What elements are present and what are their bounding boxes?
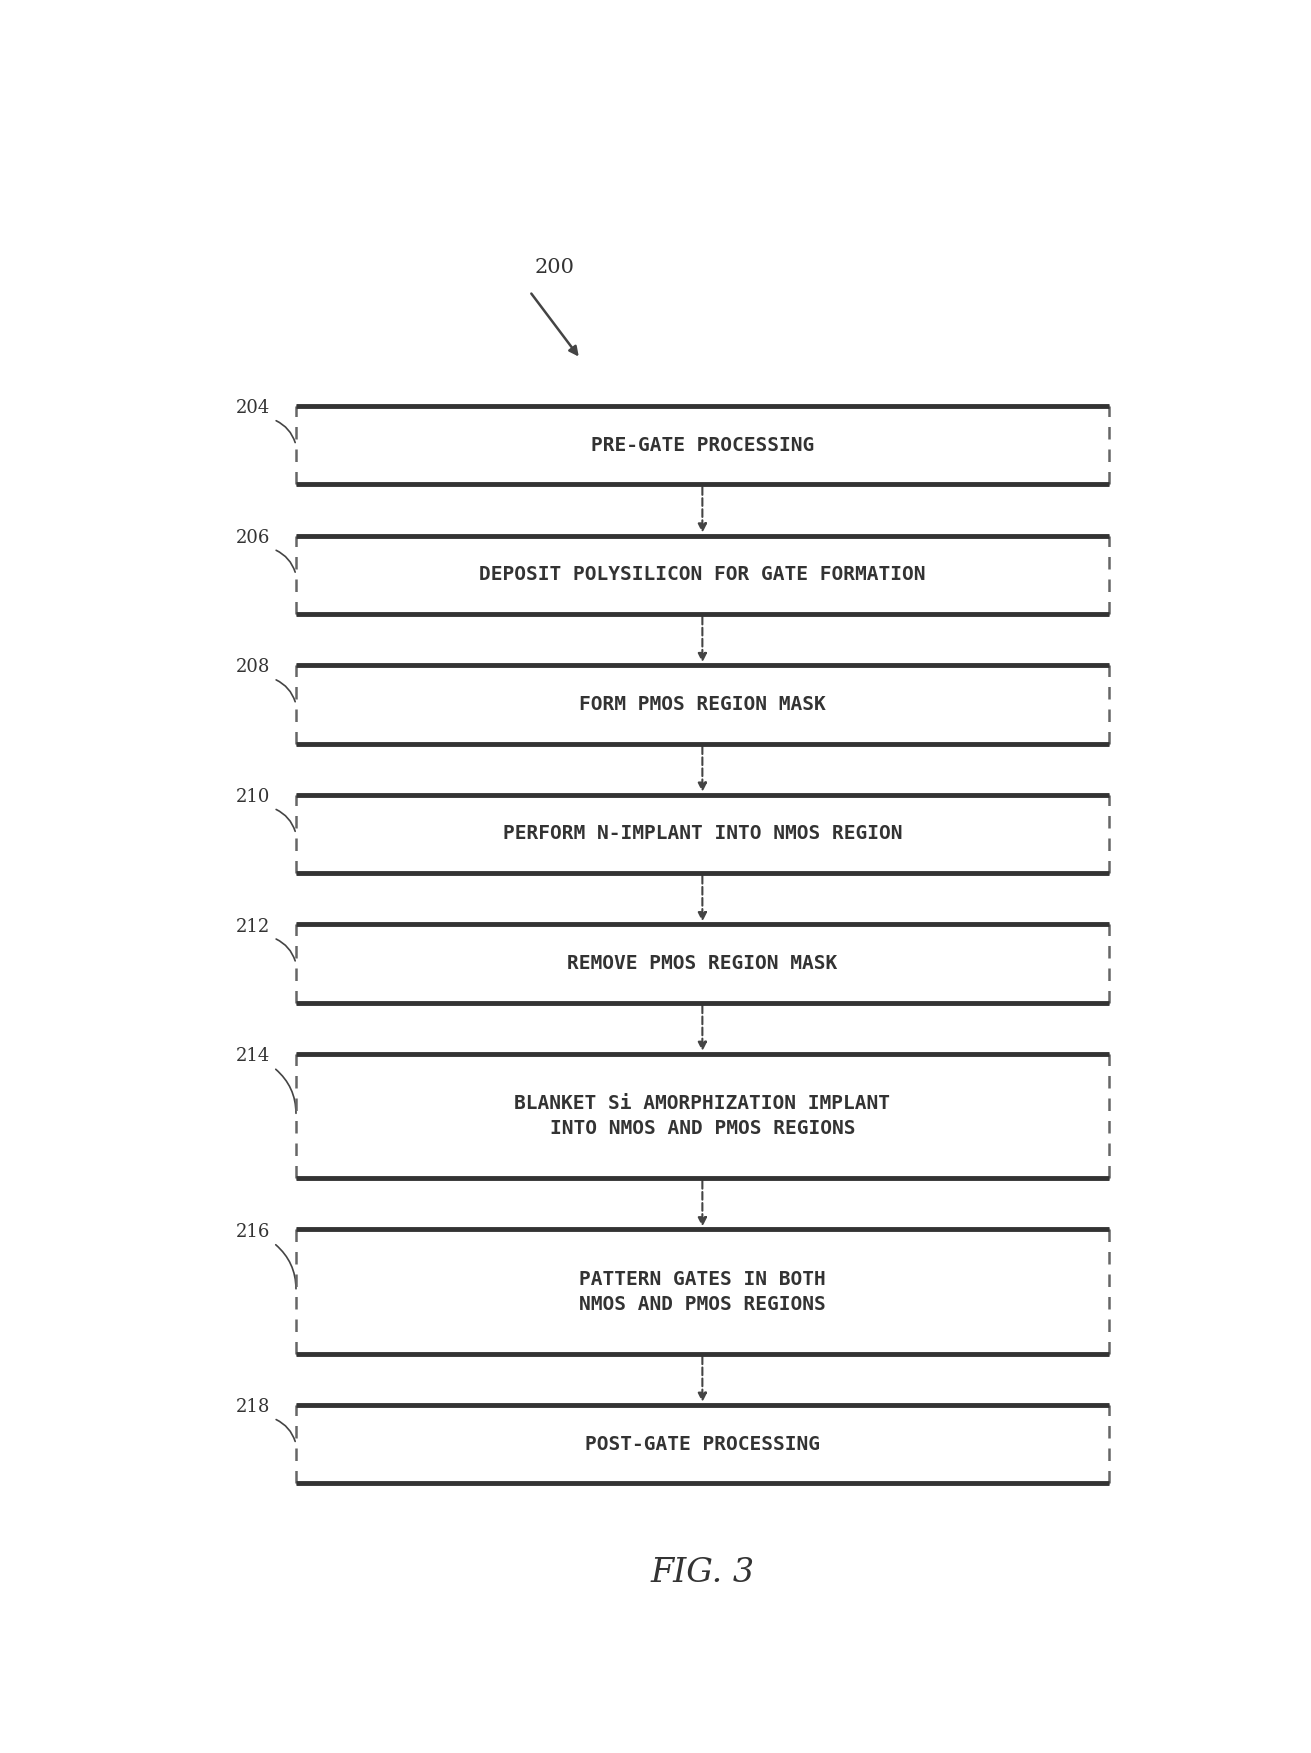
Text: 214: 214 bbox=[236, 1047, 270, 1066]
Text: 200: 200 bbox=[535, 258, 574, 277]
Text: 210: 210 bbox=[236, 789, 270, 806]
Text: PATTERN GATES IN BOTH
NMOS AND PMOS REGIONS: PATTERN GATES IN BOTH NMOS AND PMOS REGI… bbox=[579, 1269, 826, 1313]
Text: 212: 212 bbox=[236, 917, 270, 936]
Text: REMOVE PMOS REGION MASK: REMOVE PMOS REGION MASK bbox=[568, 954, 838, 973]
Text: 216: 216 bbox=[236, 1222, 270, 1241]
Text: BLANKET Si AMORPHIZATION IMPLANT
INTO NMOS AND PMOS REGIONS: BLANKET Si AMORPHIZATION IMPLANT INTO NM… bbox=[514, 1094, 890, 1138]
Text: FIG. 3: FIG. 3 bbox=[650, 1557, 754, 1590]
Text: POST-GATE PROCESSING: POST-GATE PROCESSING bbox=[585, 1434, 819, 1453]
Text: PRE-GATE PROCESSING: PRE-GATE PROCESSING bbox=[591, 436, 814, 454]
Text: 206: 206 bbox=[236, 529, 270, 547]
Text: PERFORM N-IMPLANT INTO NMOS REGION: PERFORM N-IMPLANT INTO NMOS REGION bbox=[502, 824, 902, 843]
Text: 204: 204 bbox=[236, 400, 270, 417]
Text: DEPOSIT POLYSILICON FOR GATE FORMATION: DEPOSIT POLYSILICON FOR GATE FORMATION bbox=[479, 564, 926, 584]
Text: 208: 208 bbox=[236, 659, 270, 677]
Text: FORM PMOS REGION MASK: FORM PMOS REGION MASK bbox=[579, 694, 826, 713]
Text: 218: 218 bbox=[236, 1399, 270, 1416]
